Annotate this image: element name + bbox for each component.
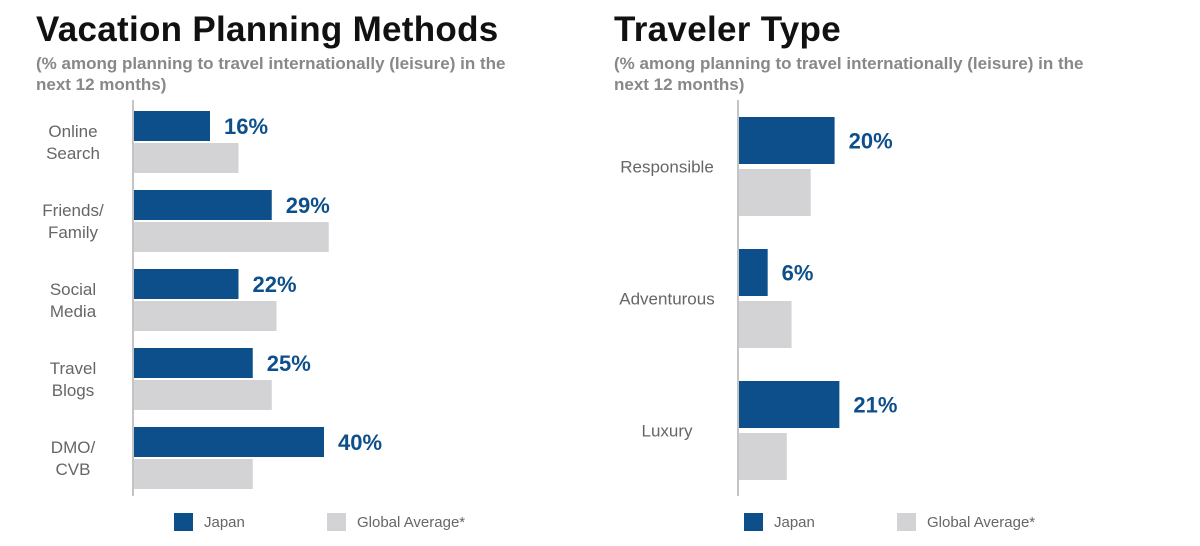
legend-swatch-global-average (897, 513, 916, 531)
bar-japan (739, 381, 840, 428)
chart-title: Traveler Type (614, 10, 841, 49)
legend-swatch-japan (744, 513, 763, 531)
category-label: Social Media (50, 280, 97, 321)
category-label: Responsible (620, 158, 714, 177)
bar-japan (134, 427, 324, 457)
category-label: DMO/CVB (51, 438, 96, 479)
legend-swatch-global-average (327, 513, 346, 531)
data-label: 25% (267, 351, 311, 376)
bar-global-average (739, 169, 811, 216)
bar-japan (739, 117, 835, 164)
legend-label-japan: Japan (204, 514, 245, 531)
bar-global-average (134, 222, 329, 252)
data-label: 21% (853, 393, 897, 418)
chart-vacation-planning-methods: Vacation Planning Methods (% among plann… (0, 0, 590, 546)
legend-label-global-average: Global Average* (357, 514, 465, 531)
bar-global-average (134, 459, 253, 489)
data-label: 29% (286, 193, 330, 218)
data-label: 20% (849, 129, 893, 154)
category-label: Online Search (46, 122, 100, 163)
category-label: Friends/Family (42, 201, 104, 242)
bar-global-average (134, 301, 277, 331)
legend-label-japan: Japan (774, 514, 815, 531)
bar-japan (134, 348, 253, 378)
chart-subtitle: (% among planning to travel internationa… (36, 54, 506, 94)
bar-japan (739, 249, 768, 296)
data-label: 40% (338, 430, 382, 455)
category-label: Luxury (641, 422, 693, 441)
data-label: 6% (782, 261, 814, 286)
legend-swatch-japan (174, 513, 193, 531)
legend-label-global-average: Global Average* (927, 514, 1035, 531)
chart-subtitle: (% among planning to travel internationa… (614, 54, 1084, 94)
bar-japan (134, 111, 210, 141)
bar-global-average (739, 433, 787, 480)
bar-japan (134, 190, 272, 220)
bar-global-average (134, 143, 239, 173)
chart-title: Vacation Planning Methods (36, 10, 499, 49)
bar-japan (134, 269, 239, 299)
data-label: 22% (253, 272, 297, 297)
category-label: Adventurous (619, 290, 714, 309)
data-label: 16% (224, 114, 268, 139)
category-label: Travel Blogs (50, 359, 97, 400)
bar-global-average (134, 380, 272, 410)
bar-chart-area: 16% Online Search 29% Friends/Family 22% Socia… (42, 100, 465, 531)
bar-global-average (739, 301, 792, 348)
